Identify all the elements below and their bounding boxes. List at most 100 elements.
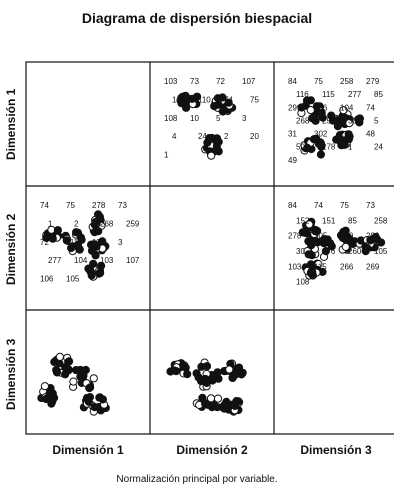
point-label: 103 [288, 262, 302, 271]
scatter-point [224, 98, 233, 107]
scatter-point [213, 368, 222, 377]
point-label: 277 [348, 90, 362, 99]
point-label: 106 [40, 275, 54, 284]
point-label: 260 [348, 247, 362, 256]
scatter-point [90, 403, 99, 412]
point-label: 278 [288, 232, 302, 241]
point-label: 84 [288, 201, 297, 210]
point-label: 115 [314, 262, 327, 271]
point-label: 258 [340, 77, 354, 86]
scatter-point [332, 116, 341, 125]
point-label: 74 [366, 103, 375, 112]
scatter-point [207, 151, 216, 160]
point-label: 103 [164, 77, 178, 86]
point-label: 73 [366, 201, 375, 210]
point-label: 305 [314, 232, 328, 241]
point-label: 258 [374, 216, 388, 225]
point-label: 107 [126, 256, 140, 265]
scatter-point [313, 226, 322, 235]
point-label: 73 [118, 201, 127, 210]
scatter-point [327, 111, 336, 120]
point-label: 277 [48, 256, 62, 265]
scatter-point [316, 138, 325, 147]
point-label: 75 [340, 201, 349, 210]
point-label: 72 [216, 77, 225, 86]
scatter-point [197, 362, 206, 371]
scatter-point [231, 370, 240, 379]
scatter-point [345, 119, 354, 128]
scatter-point [85, 384, 94, 393]
scatter-point [297, 103, 306, 112]
scatter-point [354, 115, 363, 124]
scatter-point [61, 370, 70, 379]
scatter-point [321, 247, 330, 256]
scatter-point [197, 377, 206, 386]
scatter-point [77, 371, 86, 380]
scatter-point [95, 212, 105, 221]
point-label: 72 [40, 238, 49, 247]
point-label: 266 [340, 262, 354, 271]
scatter-point [204, 400, 213, 409]
point-label: 24 [198, 132, 207, 141]
point-label: 1 [164, 151, 169, 160]
scatter-point [228, 400, 237, 409]
point-label: 48 [366, 130, 375, 139]
point-label: 259 [322, 116, 336, 125]
scatter-point [98, 395, 108, 404]
point-label: 151 [322, 216, 336, 225]
scatter-point [235, 363, 244, 372]
point-label: 104 [340, 103, 354, 112]
point-label: 3 [118, 238, 123, 247]
scatter-point [65, 357, 74, 366]
point-label: 108 [164, 114, 178, 123]
point-label: 74 [40, 201, 49, 210]
point-label: 75 [314, 77, 323, 86]
scatter-point [181, 91, 190, 100]
point-label: 104 [74, 256, 88, 265]
scatter-point [210, 102, 219, 111]
point-label: 116 [296, 90, 309, 99]
scatter-point [53, 226, 63, 235]
scatter-point [213, 403, 222, 412]
scatter-point [306, 106, 315, 115]
scatter-point [47, 387, 56, 396]
scatter-point [84, 397, 93, 406]
point-label: 269 [366, 262, 380, 271]
scatter-point [94, 227, 103, 236]
scatter-point [317, 108, 326, 117]
scatter-point [308, 262, 317, 271]
scatter-point [366, 236, 375, 245]
scatter-point [72, 366, 81, 375]
scatter-point [203, 138, 212, 147]
scatter-point [302, 96, 312, 105]
point-label: 2 [74, 219, 79, 228]
scatter-point [192, 369, 201, 378]
point-label: 278 [322, 143, 336, 152]
scatter-point [50, 357, 59, 367]
scatter-point [52, 368, 62, 377]
point-label: 103 [100, 256, 114, 265]
point-label: 259 [340, 232, 354, 241]
point-label: 302 [314, 130, 328, 139]
point-label: 3 [242, 114, 247, 123]
point-label: 268 [100, 219, 114, 228]
point-label: 278 [92, 201, 106, 210]
point-label: 50 [296, 143, 305, 152]
point-label: 108 [296, 278, 310, 287]
scatter-point [309, 135, 319, 144]
col-label-dimension-2: Dimensión 2 [176, 443, 248, 457]
scatter-point [177, 99, 186, 108]
point-label: 4 [172, 132, 177, 141]
point-label: 75 [66, 201, 75, 210]
point-label: 10 [190, 114, 199, 123]
chart-footnote: Normalización principal por variable. [116, 474, 278, 485]
scatter-point [305, 220, 314, 229]
point-label: 268 [296, 116, 310, 125]
point-label: 276 [322, 247, 336, 256]
scatter-point [316, 150, 325, 159]
scatter-point [303, 143, 312, 152]
scatter-point [320, 235, 329, 244]
scatter-point [62, 236, 71, 245]
scatter-point [87, 271, 96, 280]
